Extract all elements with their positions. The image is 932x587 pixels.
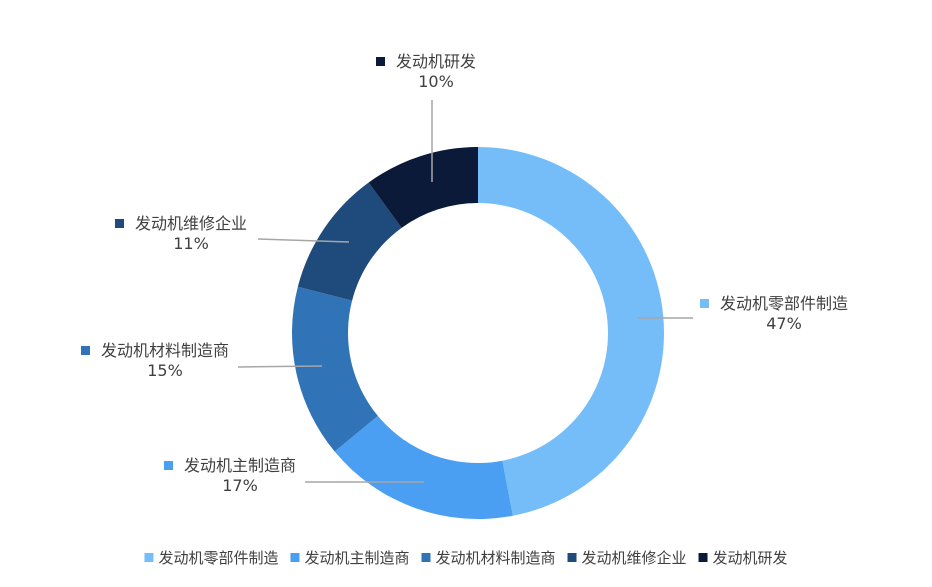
data-label-marker	[376, 57, 385, 66]
legend-label: 发动机材料制造商	[435, 549, 555, 567]
data-label-name: 发动机主制造商	[184, 456, 296, 475]
data-label-marker	[115, 219, 124, 228]
legend-marker	[421, 553, 431, 562]
donut-slice	[297, 182, 402, 301]
leader-line	[237, 365, 323, 368]
legend-marker	[698, 553, 708, 562]
donut-slice	[368, 147, 478, 228]
legend-marker	[290, 553, 300, 562]
legend-marker	[144, 553, 154, 562]
donut-slice	[292, 286, 378, 452]
data-label-name: 发动机材料制造商	[101, 341, 229, 360]
data-label-marker	[700, 299, 709, 308]
legend-label: 发动机零部件制造	[158, 549, 278, 567]
data-label-value: 15%	[147, 361, 183, 380]
data-label-name: 发动机维修企业	[135, 214, 247, 233]
legend: 发动机零部件制造 发动机主制造商 发动机材料制造商 发动机维修企业 发动机研发	[144, 549, 788, 567]
data-label-value: 11%	[173, 234, 209, 253]
data-label-marker	[81, 346, 90, 355]
data-label-value: 17%	[222, 476, 258, 495]
data-label-name: 发动机零部件制造	[720, 294, 848, 313]
data-label-name: 发动机研发	[396, 52, 476, 71]
legend-label: 发动机维修企业	[582, 549, 687, 567]
legend-label: 发动机研发	[713, 549, 788, 567]
donut-slice	[478, 147, 665, 516]
leader-line	[257, 238, 350, 243]
donut-slice	[334, 415, 513, 519]
legend-label: 发动机主制造商	[304, 549, 409, 567]
legend-marker	[567, 553, 577, 562]
data-label-value: 10%	[418, 72, 454, 91]
data-label-marker	[164, 461, 173, 470]
data-label-value: 47%	[766, 314, 802, 333]
